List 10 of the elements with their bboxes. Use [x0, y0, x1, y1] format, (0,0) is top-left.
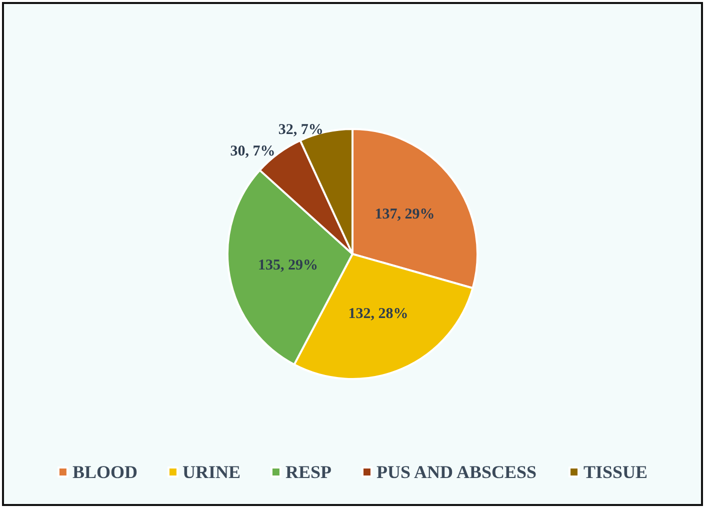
data-label: 32, 7% — [278, 122, 324, 138]
data-label: 132, 28% — [348, 306, 408, 322]
data-label: 135, 29% — [258, 257, 318, 274]
legend-label: BLOOD — [72, 462, 138, 482]
legend-label: URINE — [182, 462, 240, 482]
data-label: 30, 7% — [230, 144, 276, 160]
data-label: 137, 29% — [374, 206, 435, 223]
legend-label: PUS AND ABSCESS — [376, 462, 537, 482]
legend-label: TISSUE — [584, 462, 648, 482]
legend-label: RESP — [285, 462, 332, 482]
